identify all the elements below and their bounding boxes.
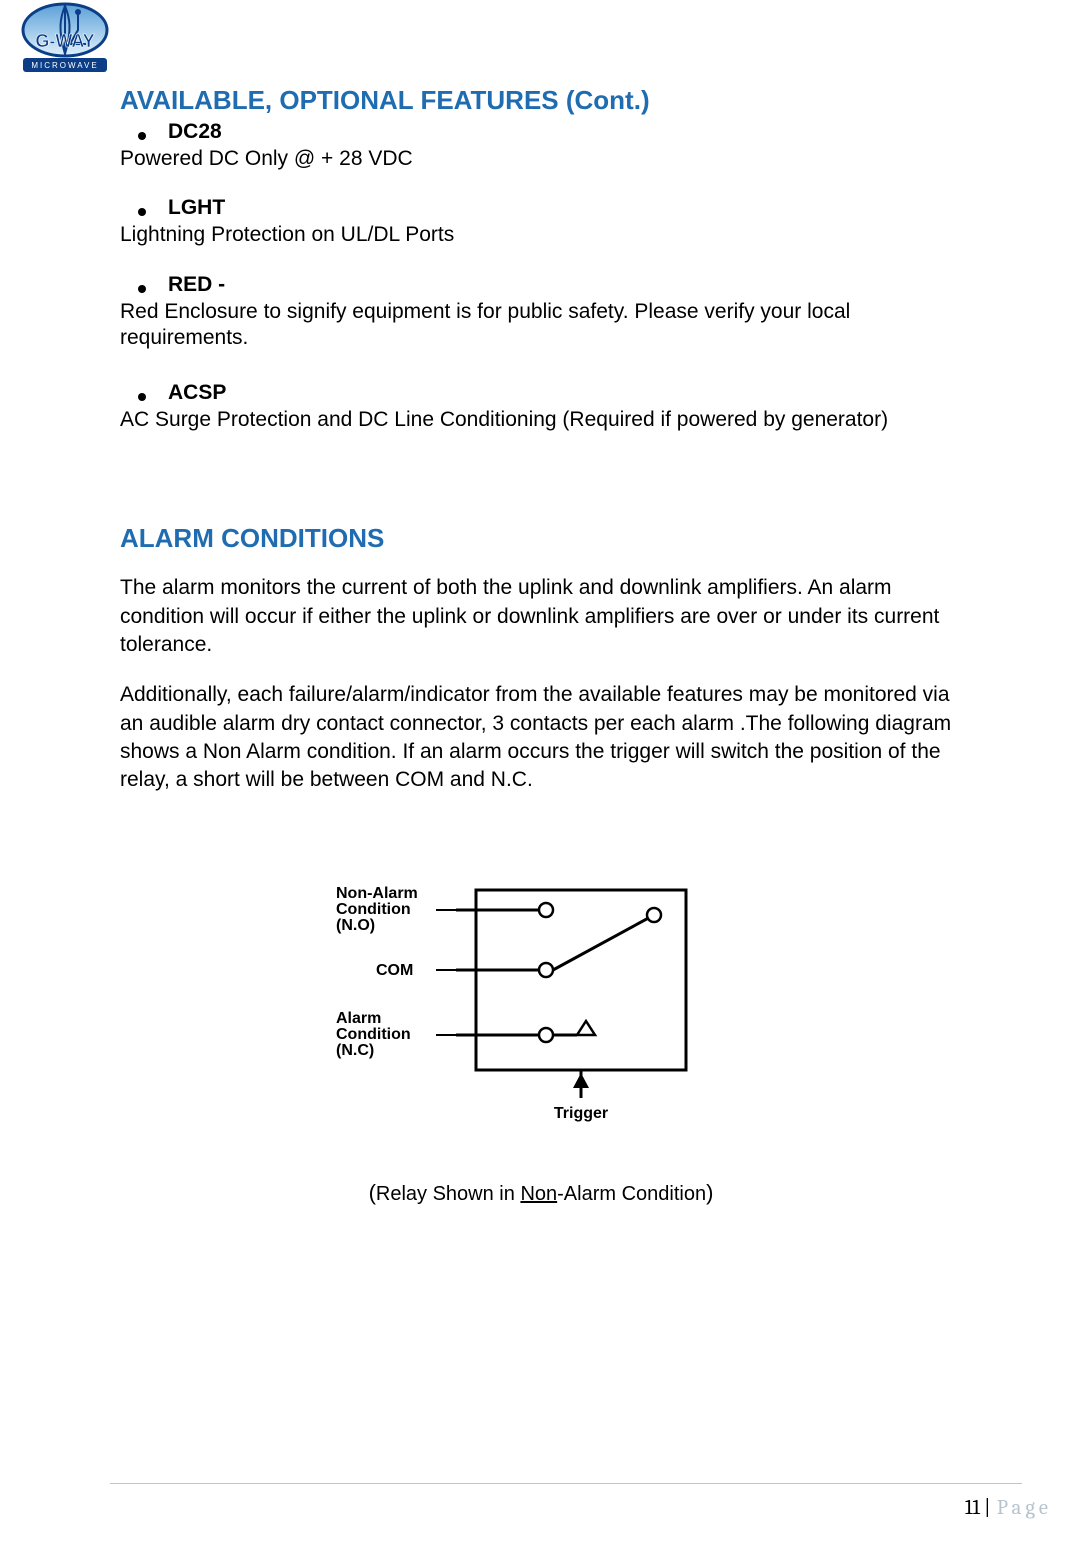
feature-title: RED - [168, 273, 225, 297]
document-page: G-WAY MICROWAVE AVAILABLE, OPTIONAL FEAT… [0, 0, 1072, 1548]
logo-top-text: G-WAY [35, 31, 94, 51]
feature-item: ACSP AC Surge Protection and DC Line Con… [120, 381, 962, 433]
svg-text:Alarm: Alarm [336, 1010, 381, 1027]
heading-optional-features: AVAILABLE, OPTIONAL FEATURES (Cont.) [120, 85, 962, 116]
bullet-icon [138, 285, 146, 293]
logo-bottom-text: MICROWAVE [31, 61, 98, 70]
svg-text:Trigger: Trigger [554, 1105, 608, 1122]
feature-item: DC28 Powered DC Only @ + 28 VDC [120, 120, 962, 172]
feature-title: DC28 [168, 120, 222, 144]
feature-title: LGHT [168, 196, 225, 220]
bullet-icon [138, 393, 146, 401]
company-logo: G-WAY MICROWAVE [20, 0, 110, 75]
logo-svg: G-WAY MICROWAVE [20, 0, 110, 75]
bullet-icon [138, 208, 146, 216]
page-number: 11 [965, 1496, 980, 1520]
heading-alarm-conditions: ALARM CONDITIONS [120, 523, 962, 554]
paragraph: The alarm monitors the current of both t… [120, 574, 962, 659]
feature-item: LGHT Lightning Protection on UL/DL Ports [120, 196, 962, 248]
svg-text:Condition: Condition [336, 901, 411, 918]
diagram-caption: (Relay Shown in Non-Alarm Condition) [120, 1180, 962, 1206]
page-footer: 11|Page [965, 1496, 1052, 1520]
caption-text: Relay Shown in [376, 1183, 521, 1205]
svg-text:(N.C): (N.C) [336, 1042, 374, 1059]
page-content: AVAILABLE, OPTIONAL FEATURES (Cont.) DC2… [120, 0, 962, 1206]
feature-desc: Powered DC Only @ + 28 VDC [120, 146, 962, 172]
feature-desc: AC Surge Protection and DC Line Conditio… [120, 407, 962, 433]
svg-text:(N.O): (N.O) [336, 917, 375, 934]
bullet-icon [138, 132, 146, 140]
svg-text:Non-Alarm: Non-Alarm [336, 885, 418, 902]
feature-desc: Lightning Protection on UL/DL Ports [120, 222, 962, 248]
svg-text:COM: COM [376, 962, 413, 979]
feature-desc: Red Enclosure to signify equipment is fo… [120, 299, 962, 352]
relay-diagram: Non-AlarmCondition(N.O)COMAlarmCondition… [120, 875, 962, 1140]
relay-svg: Non-AlarmCondition(N.O)COMAlarmCondition… [326, 875, 756, 1135]
footer-rule [110, 1483, 1022, 1484]
svg-text:Condition: Condition [336, 1026, 411, 1043]
feature-item: RED - Red Enclosure to signify equipment… [120, 273, 962, 352]
caption-underlined: Non [520, 1183, 557, 1205]
caption-text: -Alarm Condition [557, 1183, 706, 1205]
feature-title: ACSP [168, 381, 226, 405]
paragraph: Additionally, each failure/alarm/indicat… [120, 681, 962, 794]
page-label: Page [997, 1496, 1052, 1520]
